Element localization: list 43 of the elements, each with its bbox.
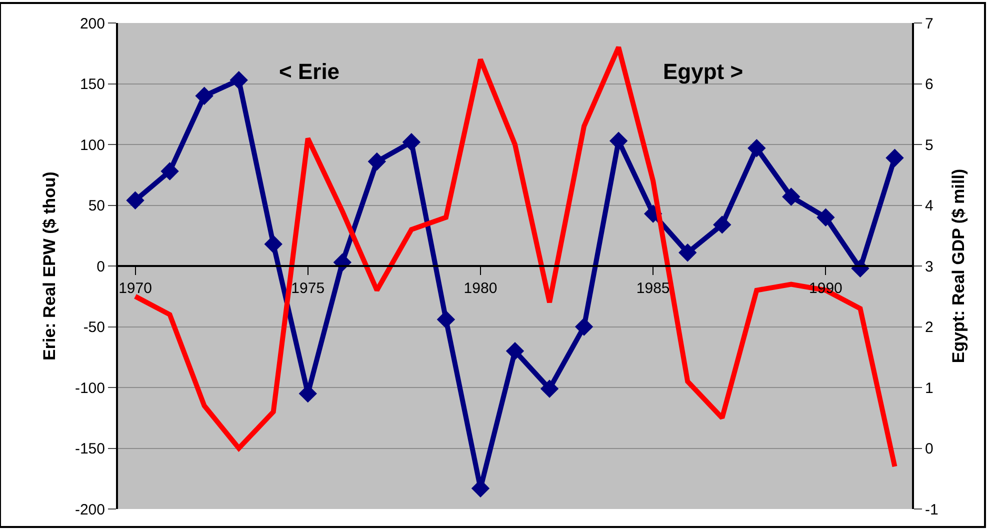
point <box>678 244 697 262</box>
y-tick-label: 200 <box>80 15 105 32</box>
point <box>264 235 282 254</box>
y2-tick-label: 2 <box>925 319 934 336</box>
x-tick-label: 1985 <box>636 280 670 297</box>
y-tick-label: -150 <box>74 440 105 458</box>
y2-tick-label: 5 <box>925 136 934 154</box>
point <box>886 148 904 167</box>
y-tick-label: 50 <box>88 198 105 214</box>
point <box>540 380 559 398</box>
point <box>230 71 248 90</box>
y2-tick-label: 3 <box>925 258 934 276</box>
point <box>368 152 386 171</box>
point <box>816 208 835 226</box>
y-tick-label: -200 <box>74 501 105 518</box>
point <box>748 139 766 158</box>
annotation: < Erie <box>279 59 340 84</box>
y-axis-title: Erie: Real EPW ($ thou) <box>40 172 60 360</box>
point <box>782 188 800 206</box>
point <box>574 318 594 336</box>
point <box>195 86 214 105</box>
y2-tick-label: 4 <box>925 198 934 214</box>
point <box>506 342 524 360</box>
y2-tick-label: 1 <box>925 380 934 397</box>
x-tick-label: 1980 <box>464 280 498 297</box>
point <box>402 132 421 152</box>
y-tick-label: 150 <box>80 76 105 93</box>
y2-tick-label: 6 <box>925 76 934 93</box>
x-tick-label: 1970 <box>118 280 152 297</box>
y2-axis-title: Egypt: Real GDP ($ mill) <box>949 168 968 364</box>
annotation: Egypt > <box>663 59 744 84</box>
point <box>713 216 732 234</box>
x-tick-label: 1975 <box>291 280 325 297</box>
y2-tick-label: 7 <box>925 15 934 32</box>
y-tick-label: 0 <box>96 258 105 276</box>
y2-tick-label: -1 <box>925 501 938 518</box>
point <box>126 191 144 210</box>
y-tick-label: 100 <box>80 136 105 154</box>
point <box>436 310 456 329</box>
y-tick-label: -50 <box>83 319 105 336</box>
y2-tick-label: 0 <box>925 440 934 458</box>
y-tick-label: -100 <box>74 380 105 397</box>
point <box>160 162 179 180</box>
